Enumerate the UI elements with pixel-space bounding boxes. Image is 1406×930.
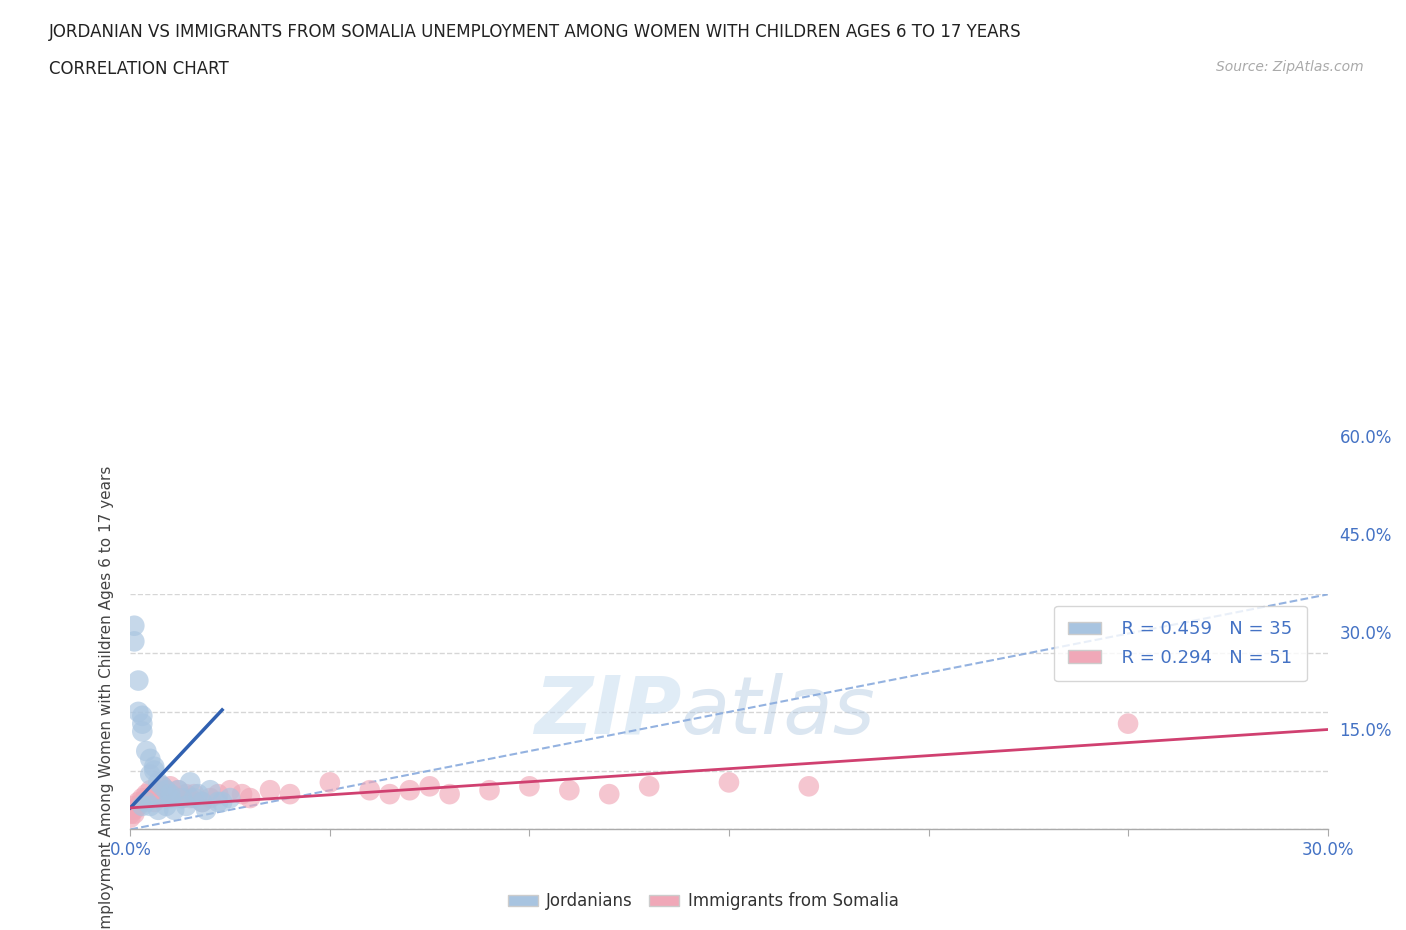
Text: atlas: atlas (681, 673, 876, 751)
Point (187, 787, 209, 802)
Point (558, 783, 581, 798)
Point (143, 794, 166, 809)
Point (174, 799, 197, 814)
Y-axis label: Unemployment Among Women with Children Ages 6 to 17 years: Unemployment Among Women with Children A… (100, 465, 114, 930)
Point (131, 716, 153, 731)
Point (148, 803, 170, 817)
Point (120, 810, 142, 825)
Text: CORRELATION CHART: CORRELATION CHART (49, 60, 229, 78)
Legend: Jordanians, Immigrants from Somalia: Jordanians, Immigrants from Somalia (501, 885, 905, 917)
Point (159, 790, 181, 805)
Point (179, 775, 201, 790)
Point (231, 787, 253, 802)
Point (135, 794, 157, 809)
Point (148, 790, 170, 805)
Point (439, 787, 461, 802)
Text: 30.0%: 30.0% (1340, 625, 1392, 643)
Point (183, 787, 205, 802)
Text: 60.0%: 60.0% (1340, 429, 1392, 446)
Text: 45.0%: 45.0% (1340, 526, 1392, 545)
Point (259, 783, 281, 798)
Point (131, 790, 153, 805)
Point (127, 673, 149, 688)
Point (143, 759, 166, 774)
Point (139, 783, 162, 798)
Point (139, 799, 162, 814)
Point (359, 783, 381, 798)
Point (148, 775, 170, 790)
Legend:   R = 0.459   N = 35,   R = 0.294   N = 51: R = 0.459 N = 35, R = 0.294 N = 51 (1054, 605, 1306, 682)
Point (150, 778, 173, 793)
Point (159, 787, 181, 802)
Point (398, 783, 420, 798)
Point (124, 803, 146, 817)
Point (131, 709, 153, 724)
Point (179, 790, 201, 805)
Point (478, 783, 501, 798)
Point (143, 764, 166, 778)
Point (155, 799, 177, 814)
Point (124, 806, 146, 821)
Point (207, 787, 229, 802)
Text: Source: ZipAtlas.com: Source: ZipAtlas.com (1216, 60, 1364, 74)
Point (239, 790, 262, 805)
Point (174, 787, 197, 802)
Point (135, 744, 157, 759)
Point (135, 787, 157, 802)
Point (378, 787, 401, 802)
Point (139, 767, 162, 782)
Point (598, 787, 620, 802)
Point (155, 790, 177, 805)
Point (150, 787, 173, 802)
Point (127, 704, 149, 719)
Point (139, 751, 162, 766)
Point (131, 724, 153, 739)
Point (148, 783, 170, 798)
Point (211, 794, 233, 809)
Point (198, 783, 221, 798)
Point (155, 783, 177, 798)
Point (207, 794, 229, 809)
Point (135, 790, 157, 805)
Text: JORDANIAN VS IMMIGRANTS FROM SOMALIA UNEMPLOYMENT AMONG WOMEN WITH CHILDREN AGES: JORDANIAN VS IMMIGRANTS FROM SOMALIA UNE… (49, 23, 1022, 41)
Point (219, 790, 242, 805)
Point (195, 803, 218, 817)
Point (319, 775, 342, 790)
Point (183, 790, 205, 805)
Point (519, 778, 541, 793)
Point (131, 794, 153, 809)
Text: ZIP: ZIP (534, 673, 681, 751)
Point (419, 778, 441, 793)
Point (143, 787, 166, 802)
Point (191, 794, 214, 809)
Point (150, 778, 173, 793)
Text: 15.0%: 15.0% (1340, 723, 1392, 740)
Point (172, 790, 194, 805)
Point (167, 783, 190, 798)
Point (717, 775, 740, 790)
Point (127, 794, 149, 809)
Point (638, 778, 661, 793)
Point (124, 799, 146, 814)
Point (219, 783, 242, 798)
Point (163, 803, 186, 817)
Point (120, 803, 142, 817)
Point (159, 778, 181, 793)
Point (124, 618, 146, 633)
Point (167, 783, 190, 798)
Point (124, 634, 146, 649)
Point (198, 790, 221, 805)
Point (172, 790, 194, 805)
Point (278, 787, 301, 802)
Point (797, 778, 820, 793)
Point (127, 799, 149, 814)
Point (139, 790, 162, 805)
Point (1116, 716, 1139, 731)
Point (191, 794, 214, 809)
Point (131, 799, 153, 814)
Point (155, 783, 177, 798)
Point (159, 787, 181, 802)
Point (120, 806, 142, 821)
